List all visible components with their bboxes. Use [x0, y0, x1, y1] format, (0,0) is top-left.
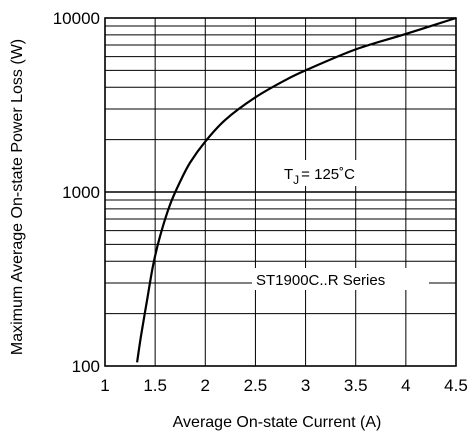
x-tick-label: 4.5 — [444, 376, 468, 395]
x-tick-label: 3.5 — [344, 376, 368, 395]
x-tick-label: 4 — [401, 376, 410, 395]
tj-annotation: TJ = 125˚C — [284, 166, 355, 187]
grid — [105, 18, 456, 366]
x-tick-labels: 1 1.5 2 2.5 3 3.5 4 4.5 — [100, 376, 468, 395]
tj-annotation-bg — [278, 160, 382, 186]
y-tick-labels: 100 1000 10000 — [53, 9, 100, 376]
x-tick-label: 2 — [201, 376, 210, 395]
series-label: ST1900C..R Series — [256, 272, 385, 289]
x-axis-label: Average On-state Current (A) — [173, 414, 382, 431]
series-label-bg — [252, 268, 429, 290]
series-layer — [136, 16, 457, 363]
x-tick-label: 3 — [301, 376, 310, 395]
plot-frame — [104, 17, 457, 367]
series-line — [136, 16, 457, 363]
x-tick-label: 2.5 — [244, 376, 268, 395]
y-tick-label: 100 — [72, 357, 100, 376]
y-tick-label: 1000 — [62, 183, 100, 202]
y-axis-label: Maximum Average On-state Power Loss (W) — [9, 39, 26, 355]
tj-annotation-rest: = 125˚C — [301, 166, 355, 183]
tj-annotation-sub: J — [293, 173, 299, 187]
x-tick-label: 1.5 — [143, 376, 167, 395]
x-tick-label: 1 — [100, 376, 109, 395]
tj-annotation-main: T — [284, 166, 293, 183]
y-tick-label: 10000 — [53, 9, 100, 28]
